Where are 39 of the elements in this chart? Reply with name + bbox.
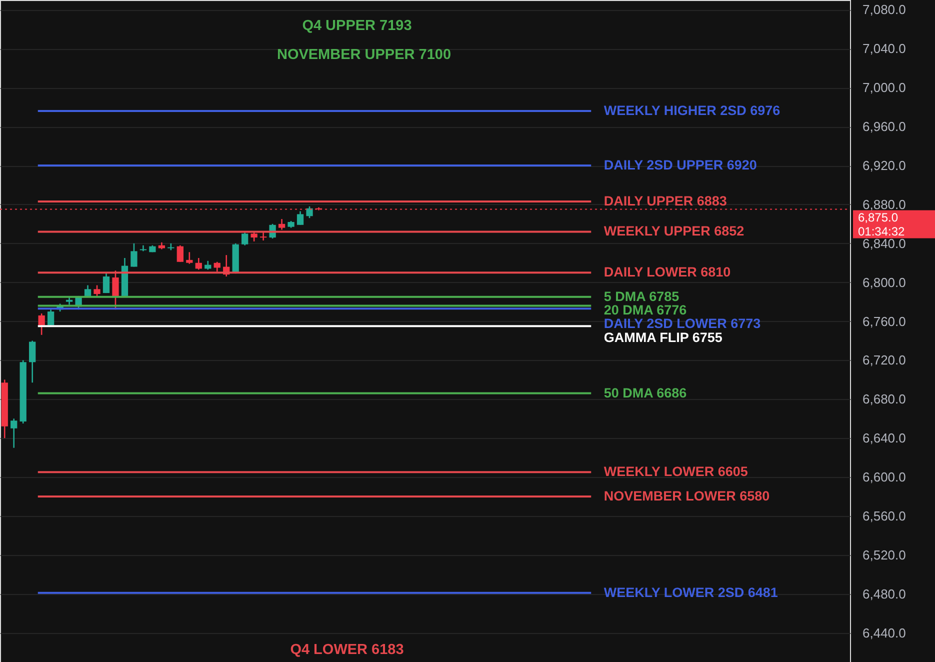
ref-line-label: WEEKLY LOWER 2SD 6481 bbox=[604, 584, 778, 600]
candlestick bbox=[250, 231, 258, 242]
y-tick-label: 6,480.0 bbox=[862, 586, 906, 602]
annotation: NOVEMBER UPPER 7100 bbox=[276, 47, 452, 63]
y-tick-label: 7,000.0 bbox=[862, 80, 906, 96]
y-tick-label: 7,080.0 bbox=[862, 2, 906, 18]
y-tick-label: 7,040.0 bbox=[862, 41, 906, 56]
y-tick-label: 6,960.0 bbox=[862, 119, 906, 134]
ref-line-label: 50 DMA 6686 bbox=[604, 385, 688, 400]
candlestick bbox=[130, 242, 138, 268]
y-tick-label: 6,560.0 bbox=[862, 508, 906, 524]
y-tick-label: 6,600.0 bbox=[862, 470, 906, 485]
y-tick-label: 6,720.0 bbox=[862, 352, 906, 368]
y-tick-label: 6,880.0 bbox=[862, 196, 906, 212]
ref-line-label: DAILY 2SD UPPER 6920 bbox=[604, 158, 757, 172]
ref-line-label: WEEKLY UPPER 6852 bbox=[604, 224, 744, 239]
ref-line-label: DAILY 2SD LOWER 6773 bbox=[604, 316, 762, 332]
candlestick bbox=[94, 284, 100, 297]
y-tick-label: 6,760.0 bbox=[862, 314, 906, 329]
y-tick-label: 6,800.0 bbox=[862, 274, 906, 290]
ref-line-label: GAMMA FLIP 6755 bbox=[604, 330, 723, 345]
y-tick-label: 6,640.0 bbox=[862, 430, 906, 446]
text: 01:34:32 bbox=[858, 224, 906, 238]
ref-line-label: WEEKLY LOWER 6605 bbox=[604, 464, 748, 480]
ref-line-label: NOVEMBER LOWER 6580 bbox=[604, 488, 770, 504]
ref-line-label: WEEKLY HIGHER 2SD 6976 bbox=[604, 102, 781, 118]
y-tick-label: 6,840.0 bbox=[862, 236, 906, 251]
ref-line-label: DAILY LOWER 6810 bbox=[604, 264, 731, 280]
ref-line-label: 20 DMA 6776 bbox=[604, 302, 688, 318]
ref-line-label: 5 DMA 6785 bbox=[604, 288, 680, 304]
y-tick-label: 6,920.0 bbox=[862, 158, 906, 173]
y-tick-label: 6,680.0 bbox=[862, 392, 906, 407]
y-tick-label: 6,440.0 bbox=[862, 625, 906, 640]
annotation: Q4 LOWER 6183 bbox=[290, 642, 404, 658]
annotation: Q4 UPPER 7193 bbox=[302, 18, 412, 34]
ref-line-label: 6,875.0 bbox=[858, 210, 898, 224]
ref-line-label: DAILY UPPER 6883 bbox=[604, 194, 728, 209]
candlestick bbox=[112, 270, 119, 310]
y-tick-label: 6,520.0 bbox=[862, 547, 906, 562]
